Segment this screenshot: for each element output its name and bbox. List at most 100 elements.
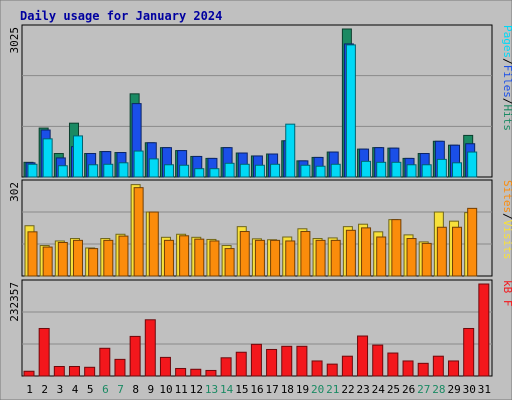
bar-kb-f-day-12 [190,368,202,377]
right-legend: Pages/Files/Hits [501,25,512,131]
x-label-day-1: 1 [26,383,33,396]
x-label-day-9: 9 [148,383,155,396]
bar-kb-f-day-28 [432,355,444,377]
bar-sites-day-2 [42,246,53,277]
legend-label-pages: Pages [501,25,512,58]
x-label-day-6: 6 [102,383,109,396]
bar-pages-day-12 [194,168,205,178]
bar-pages-day-16 [254,164,265,178]
legend-label-kb: kB [501,280,512,294]
bar-sites-day-8 [133,187,144,277]
bar-pages-day-23 [361,160,372,178]
bar-sites-day-3 [57,241,68,277]
bar-sites-day-20 [315,239,326,277]
bar-pages-day-25 [391,161,402,178]
x-label-day-16: 16 [250,383,263,396]
x-label-day-8: 8 [132,383,139,396]
bar-kb-f-day-16 [250,343,262,377]
bar-sites-day-10 [163,239,174,277]
bar-sites-day-19 [300,231,311,277]
legend-label-files: Files [501,65,512,98]
bar-pages-day-7 [118,162,129,178]
bar-sites-day-27 [421,242,432,277]
bar-kb-f-day-5 [84,366,96,377]
x-label-day-12: 12 [190,383,203,396]
x-label-day-20: 20 [311,383,324,396]
bar-sites-day-7 [118,235,129,277]
x-label-day-28: 28 [432,383,445,396]
bar-kb-f-day-13 [205,369,217,377]
x-label-day-26: 26 [402,383,415,396]
bar-sites-day-15 [239,231,250,277]
bar-pages-day-2 [42,138,53,178]
bar-pages-day-1 [27,163,38,178]
bar-pages-day-21 [330,163,341,178]
bar-sites-day-23 [361,227,372,277]
bar-pages-day-26 [406,164,417,178]
bar-pages-day-28 [436,158,447,178]
bar-pages-day-4 [72,135,83,178]
bar-kb-f-day-23 [357,335,369,377]
bar-kb-f-day-10 [159,356,171,377]
bar-kb-f-day-20 [311,360,323,377]
bar-sites-day-16 [254,239,265,277]
x-label-day-5: 5 [87,383,94,396]
x-label-day-25: 25 [387,383,400,396]
legend-separator: / [501,98,512,105]
x-label-day-2: 2 [41,383,48,396]
bar-pages-day-10 [163,164,174,178]
chart-panels: 3025Pages/Files/Hits302Sites/Visits23235… [8,24,512,377]
bar-pages-day-13 [209,168,220,178]
x-axis-labels: 1 2 3 4 5 6 7 8 9 10 11 12 13 14 15 16 17 18 19 20 21 22 23 24 2… [26,383,491,396]
bar-kb-f-day-29 [448,360,460,377]
bar-sites-day-28 [436,226,447,277]
bar-sites-day-6 [103,239,114,277]
bar-kb-f-day-17 [266,348,278,377]
panel-kbytes: 232357 kB F [8,279,512,377]
bar-kb-f-day-3 [53,365,65,377]
bar-kb-f-day-8 [129,335,141,377]
bar-sites-day-18 [285,240,296,277]
bar-sites-day-11 [179,235,190,277]
bar-sites-day-1 [27,231,38,277]
bar-kb-f-day-14 [220,357,232,377]
bar-sites-day-14 [224,248,235,277]
bar-kb-f-day-11 [175,367,187,377]
bar-pages-day-22 [345,44,356,178]
x-label-day-30: 30 [463,383,476,396]
bar-pages-day-29 [452,162,463,178]
bar-kb-f-day-26 [402,360,414,377]
x-label-day-7: 7 [117,383,124,396]
x-label-day-18: 18 [281,383,294,396]
bar-kb-f-day-21 [326,363,338,377]
bar-pages-day-15 [239,163,250,178]
bar-kb-f-day-18 [281,345,293,377]
bar-sites-day-24 [376,236,387,277]
bar-kb-f-day-30 [463,327,475,377]
bar-pages-day-14 [224,162,235,178]
bar-pages-day-20 [315,165,326,178]
x-label-day-19: 19 [296,383,309,396]
x-label-day-29: 29 [447,383,460,396]
x-label-day-24: 24 [372,383,386,396]
bar-sites-day-26 [406,238,417,277]
x-label-day-3: 3 [57,383,64,396]
x-label-day-22: 22 [341,383,354,396]
bar-kb-f-day-25 [387,352,399,377]
right-legend: kB F [501,280,512,307]
legend-separator: / [501,213,512,220]
y-max-label: 3025 [8,27,21,54]
bar-sites-day-21 [330,239,341,277]
x-label-day-14: 14 [220,383,234,396]
bar-pages-day-9 [148,158,159,178]
x-label-day-21: 21 [326,383,339,396]
legend-label-f: F [501,300,512,307]
legend-label-sites: Sites [501,180,512,213]
y-max-label: 232357 [8,282,21,322]
bar-pages-day-18 [285,123,296,178]
panel-visits-sites: 302 Sites/Visits [8,179,512,277]
x-label-day-11: 11 [175,383,188,396]
bar-kb-f-day-22 [341,355,353,377]
